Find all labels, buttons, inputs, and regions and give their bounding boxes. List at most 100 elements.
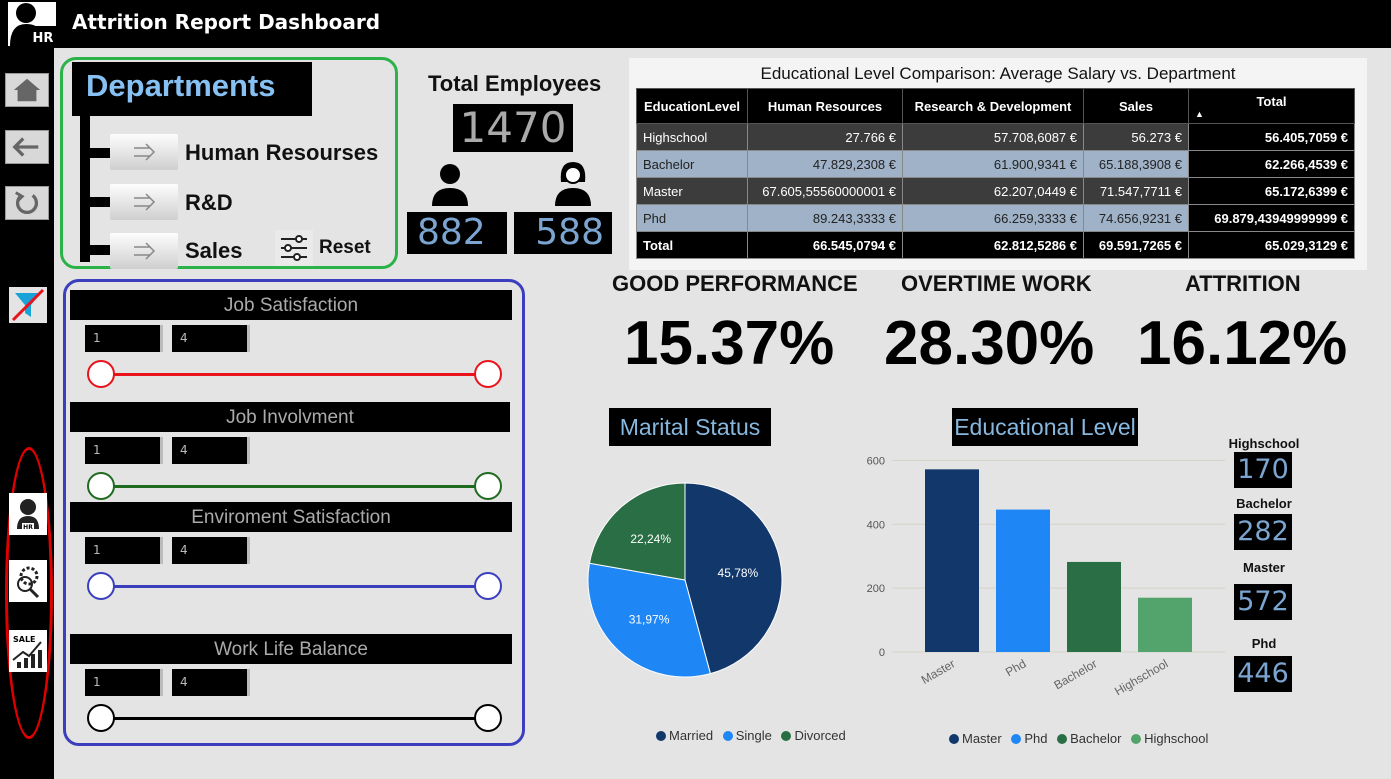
hr-logo-icon: HR [8, 2, 56, 46]
edu-count-master: 572 [1234, 584, 1292, 620]
sort-asc-icon: ▲ [1195, 108, 1204, 119]
table-row[interactable]: Total 66.545,0794 €62.812,5286 €69.591,72… [636, 231, 1355, 259]
table-cell: 89.243,3333 € [747, 204, 903, 232]
female-count: 588 [514, 212, 612, 254]
column-header[interactable]: EducationLevel [636, 88, 748, 124]
slider-min-input[interactable]: 1 [85, 325, 163, 352]
table-cell: 56.273 € [1083, 123, 1189, 151]
male-icon [428, 160, 472, 206]
dept-sales-button[interactable] [110, 233, 178, 269]
total-employees-value: 1470 [453, 104, 573, 152]
slider-min-handle[interactable] [87, 704, 115, 732]
arrow-right-icon [134, 242, 156, 260]
column-header[interactable]: Human Resources [747, 88, 903, 124]
hr-page-button[interactable]: HR [9, 493, 47, 535]
clear-filter-button[interactable] [9, 287, 47, 323]
y-tick-label: 400 [867, 519, 885, 531]
legend-item-divorced[interactable]: Divorced [775, 728, 846, 743]
reset-button[interactable] [275, 230, 313, 266]
filters-panel [63, 279, 525, 746]
pie-slice-single[interactable] [587, 562, 712, 678]
slider-max-handle[interactable] [474, 472, 502, 500]
table-cell: 74.656,9231 € [1083, 204, 1189, 232]
dept-hr-label[interactable]: Human Resourses [185, 140, 379, 165]
table-row[interactable]: Master 67.605,55560000001 €62.207,0449 €7… [636, 177, 1355, 205]
research-page-button[interactable] [9, 560, 47, 602]
slider-title-job-satisfaction: Job Satisfaction [70, 290, 512, 320]
column-header[interactable]: Research & Development [902, 88, 1084, 124]
slider-max-handle[interactable] [474, 360, 502, 388]
slider-max-input[interactable]: 4 [172, 669, 250, 696]
table-cell: 65.172,6399 € [1188, 177, 1355, 205]
dept-sales-label[interactable]: Sales [185, 238, 243, 263]
app-title: Attrition Report Dashboard [72, 10, 381, 34]
research-gear-icon [17, 566, 40, 599]
edu-count-phd: 446 [1234, 656, 1292, 692]
legend-item-single[interactable]: Single [717, 728, 772, 743]
hr-person-icon: HR [17, 499, 39, 531]
refresh-button[interactable] [5, 186, 49, 220]
legend-item-phd[interactable]: Phd [1005, 731, 1048, 746]
bar-master[interactable] [925, 469, 979, 652]
departments-panel [60, 57, 398, 269]
slider-title-job-involvment: Job Involvment [70, 402, 510, 432]
back-button[interactable] [5, 130, 49, 164]
education-level-bar-chart: 0 200 400 600 Master Phd Bachelor Highschool [867, 455, 1225, 698]
bar-highschool[interactable] [1138, 597, 1192, 652]
home-button[interactable] [5, 73, 49, 107]
slider-track[interactable] [100, 717, 488, 720]
kpi-value-overtime: 28.30% [884, 309, 1095, 378]
edu-count-label-highschool: Highschool [1228, 436, 1300, 451]
legend-item-bachelor[interactable]: Bachelor [1051, 731, 1121, 746]
pie-slice-divorced[interactable] [588, 482, 686, 581]
departments-title: Departments [72, 62, 312, 116]
slider-max-input[interactable]: 4 [172, 537, 250, 564]
kpi-label-performance: GOOD PERFORMANCE [612, 271, 858, 296]
tree-connector [80, 116, 90, 262]
slider-min-input[interactable]: 1 [85, 537, 163, 564]
slider-min-input[interactable]: 1 [85, 437, 163, 464]
dept-rd-button[interactable] [110, 184, 178, 220]
slider-track[interactable] [100, 585, 488, 588]
slider-track[interactable] [100, 373, 488, 376]
slider-min-handle[interactable] [87, 472, 115, 500]
sales-page-button[interactable]: SALE [9, 630, 47, 672]
dept-hr-button[interactable] [110, 134, 178, 170]
education-salary-table: EducationLevel Human Resources Research … [636, 88, 1355, 259]
female-icon [551, 160, 595, 206]
slider-min-handle[interactable] [87, 360, 115, 388]
kpi-label-attrition: ATTRITION [1185, 271, 1301, 296]
column-header-total[interactable]: Total ▲ [1188, 88, 1355, 124]
reset-label[interactable]: Reset [319, 237, 371, 258]
svg-text:SALE: SALE [13, 635, 36, 644]
legend-item-master[interactable]: Master [943, 731, 1002, 746]
edu-count-highschool: 170 [1234, 452, 1292, 488]
table-cell: 65.188,3908 € [1083, 150, 1189, 178]
tree-branch [80, 245, 112, 255]
pie-slice-married[interactable] [684, 482, 783, 675]
legend-item-highschool[interactable]: Highschool [1125, 731, 1208, 746]
bar-phd[interactable] [996, 509, 1050, 652]
dept-rd-label[interactable]: R&D [185, 190, 233, 215]
refresh-icon [15, 191, 38, 214]
slider-min-handle[interactable] [87, 572, 115, 600]
table-title: Educational Level Comparison: Average Sa… [760, 64, 1236, 83]
bar-bachelor[interactable] [1067, 561, 1121, 652]
table-row[interactable]: Phd 89.243,3333 €66.259,3333 €74.656,9231… [636, 204, 1355, 232]
table-cell: 56.405,7059 € [1188, 123, 1355, 151]
edu-count-bachelor: 282 [1234, 514, 1292, 550]
x-tick-label: Bachelor [1051, 656, 1099, 692]
column-header[interactable]: Sales [1083, 88, 1189, 124]
table-row[interactable]: Bachelor 47.829,2308 €61.900,9341 €65.188… [636, 150, 1355, 178]
slider-max-input[interactable]: 4 [172, 325, 250, 352]
slider-title-enviroment-satisfaction: Enviroment Satisfaction [70, 502, 512, 532]
table-cell: 62.812,5286 € [902, 231, 1084, 259]
row-label-cell: Master [636, 177, 748, 205]
legend-item-married[interactable]: Married [650, 728, 713, 743]
table-row[interactable]: Highschool 27.766 €57.708,6087 €56.273 €5… [636, 123, 1355, 151]
slider-max-input[interactable]: 4 [172, 437, 250, 464]
slider-min-input[interactable]: 1 [85, 669, 163, 696]
slider-max-handle[interactable] [474, 572, 502, 600]
slider-max-handle[interactable] [474, 704, 502, 732]
slider-track[interactable] [100, 485, 488, 488]
